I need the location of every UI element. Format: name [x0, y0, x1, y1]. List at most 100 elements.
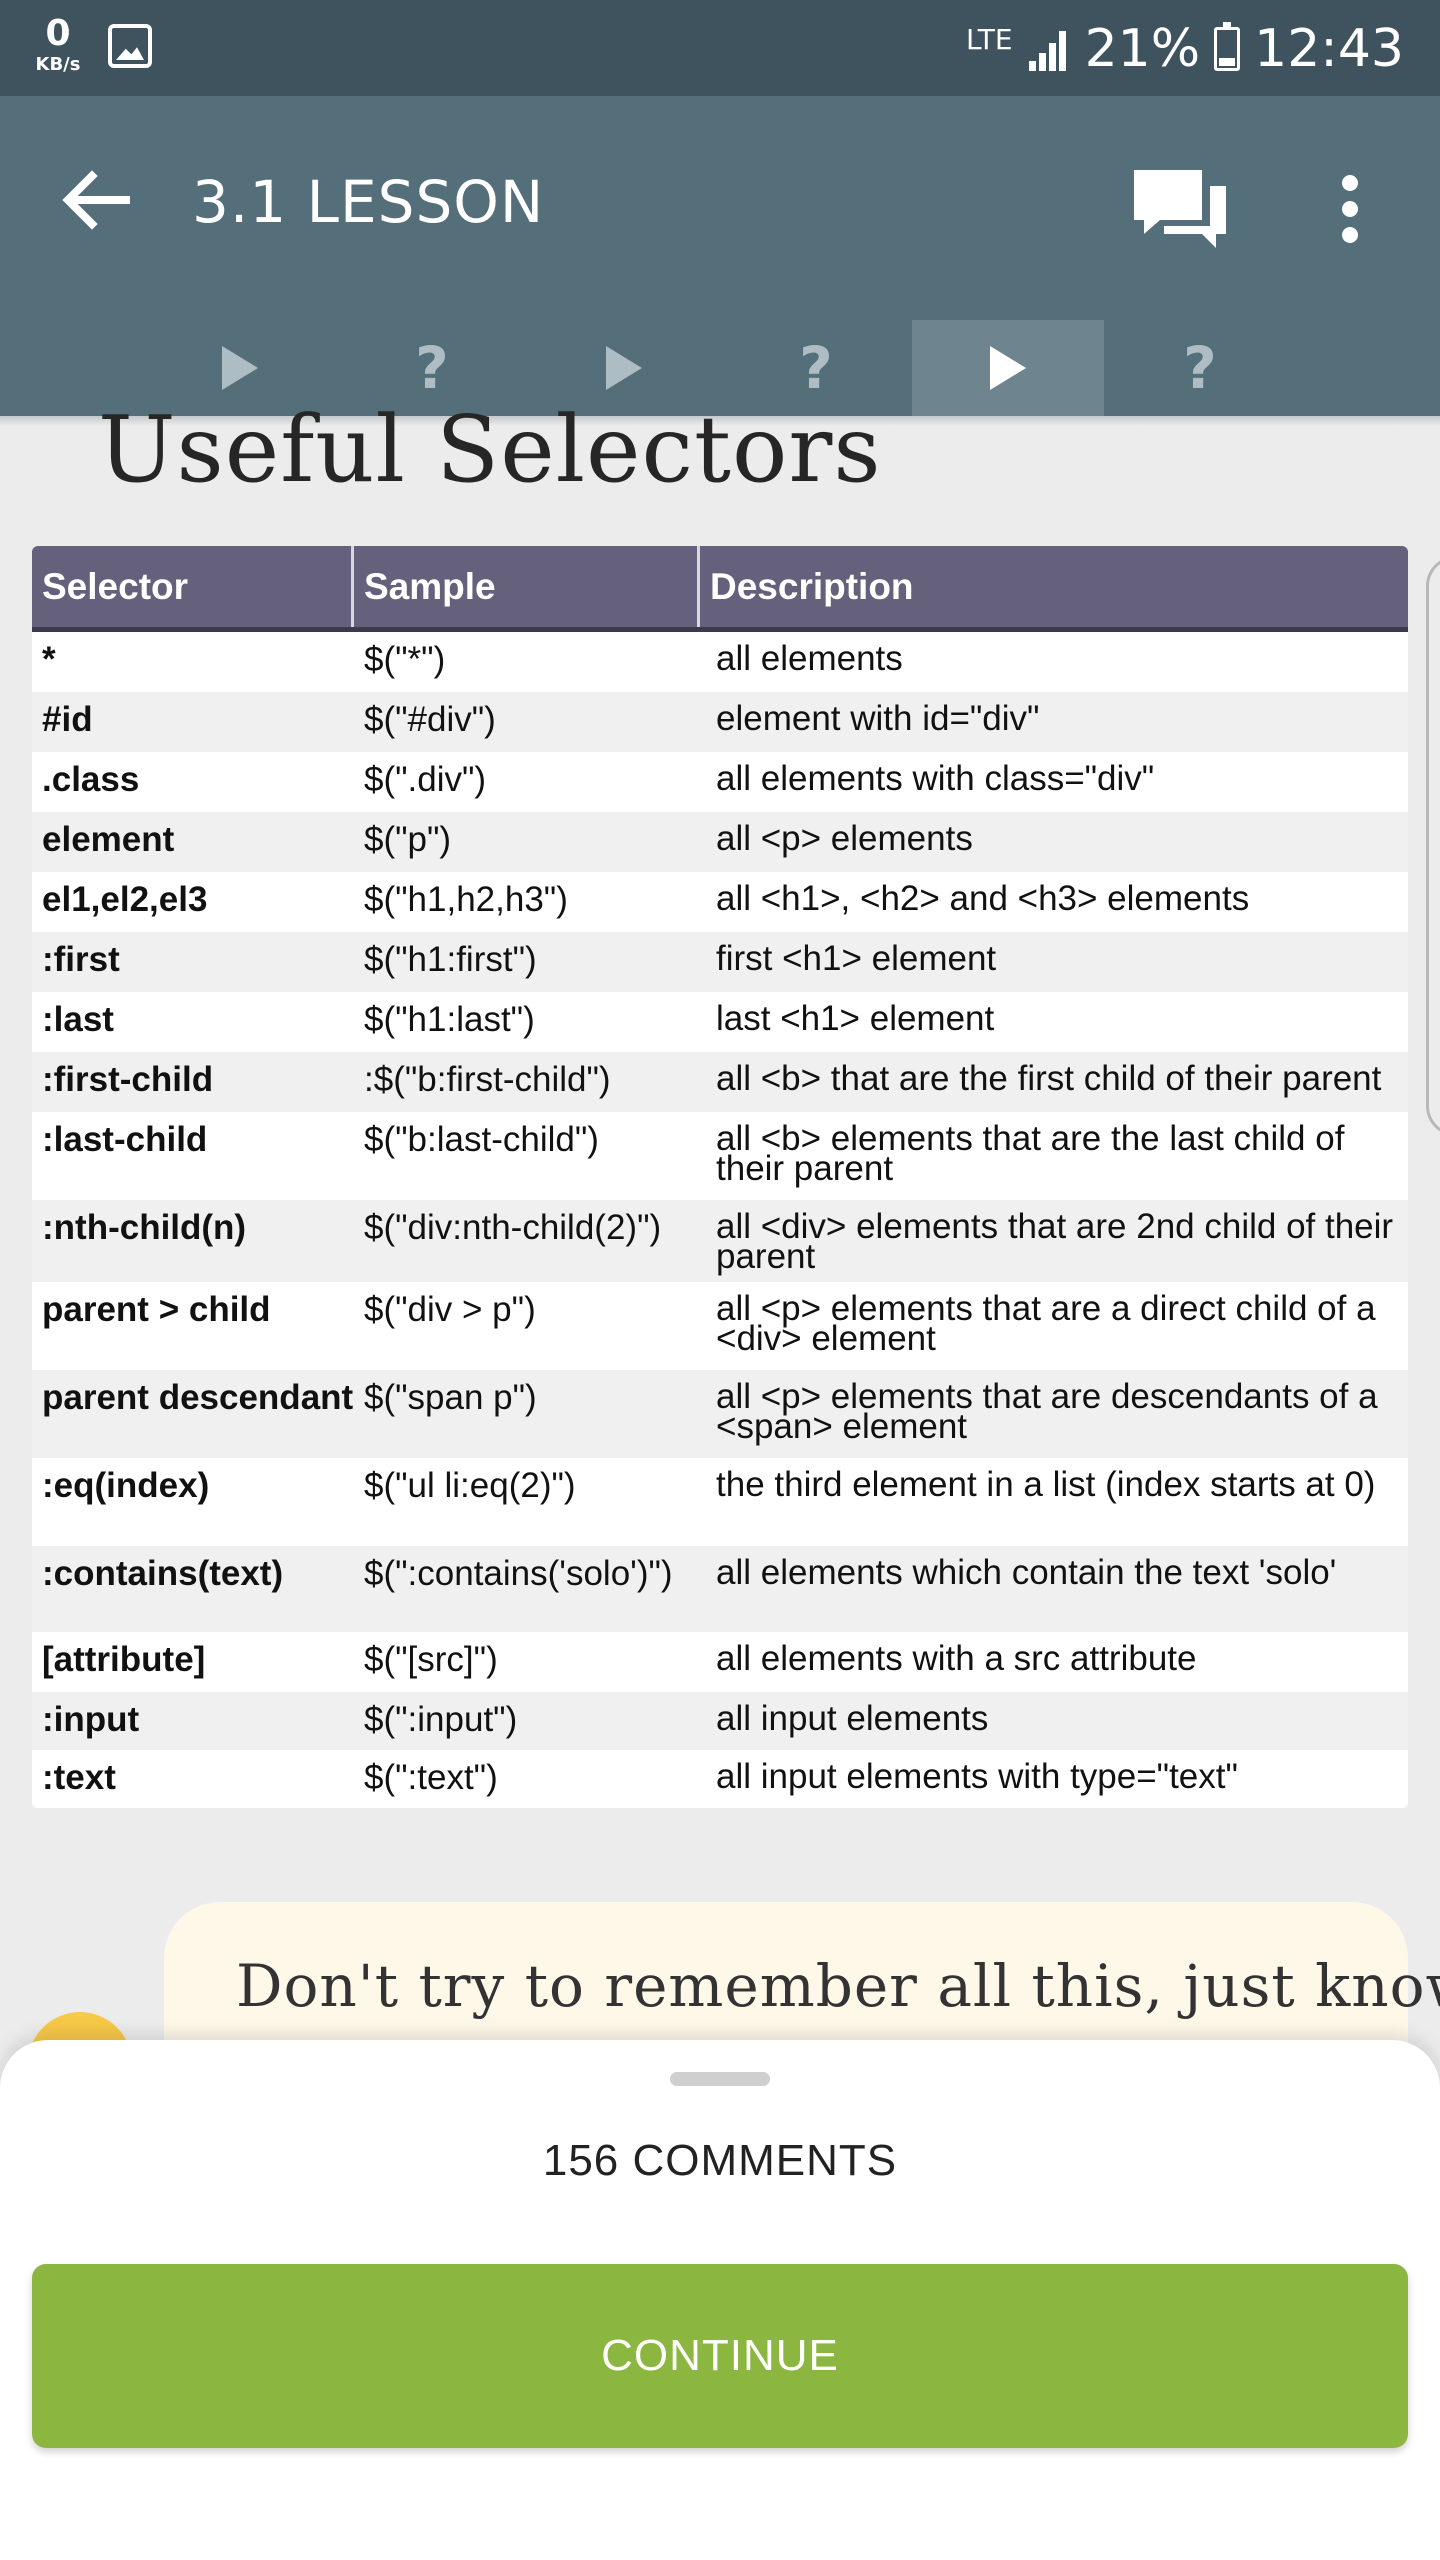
table-row: parent > child $("div > p") all <p> elemen…: [32, 1282, 1408, 1370]
sample-cell: $("div > p"): [364, 1290, 536, 1329]
selector-cell: :nth-child(n): [42, 1208, 247, 1247]
sample-cell: $("h1:last"): [364, 1000, 535, 1039]
table-row: element $("p") all <p> elements: [32, 812, 1408, 872]
table-row: #id $("#div") element with id="div": [32, 692, 1408, 752]
sample-cell: :$("b:first-child"): [364, 1060, 611, 1099]
continue-button[interactable]: CONTINUE: [32, 2264, 1408, 2448]
description-cell: all input elements with type="text": [716, 1757, 1238, 1796]
comments-link[interactable]: 156 COMMENTS: [542, 2136, 898, 2185]
selector-cell: :contains(text): [42, 1554, 284, 1593]
sample-cell: $("[src]"): [364, 1640, 498, 1679]
comments-icon[interactable]: [1130, 164, 1230, 254]
network-speed-value: 0: [45, 13, 71, 54]
description-cell: all <p> elements that are a direct child…: [716, 1289, 1376, 1358]
selector-cell: :eq(index): [42, 1466, 210, 1505]
header-description: Description: [710, 565, 914, 607]
description-cell: first <h1> element: [716, 939, 997, 978]
lesson-title: 3.1 LESSON: [192, 168, 545, 236]
description-cell: all elements with a src attribute: [716, 1639, 1197, 1678]
table-header: Selector Sample Description: [32, 546, 1408, 632]
table-row: :first $("h1:first") first <h1> element: [32, 932, 1408, 992]
description-cell: all <b> that are the first child of thei…: [716, 1059, 1382, 1098]
status-bar: 0 KB/s LTE 21% 12:43: [0, 0, 1440, 96]
sample-cell: $("*"): [364, 640, 446, 679]
question-icon: ?: [1183, 334, 1217, 402]
sample-cell: $("p"): [364, 820, 452, 859]
sample-cell: $(":input"): [364, 1700, 518, 1739]
description-cell: all input elements: [716, 1699, 989, 1738]
description-cell: all <b> elements that are the last child…: [716, 1119, 1345, 1188]
lesson-heading: Useful Selectors: [98, 396, 882, 503]
selector-cell: :first-child: [42, 1060, 214, 1099]
description-cell: all <h1>, <h2> and <h3> elements: [716, 879, 1250, 918]
app-bar-shadow: [0, 416, 1440, 426]
play-icon: [990, 346, 1026, 390]
selector-cell: :last: [42, 1000, 114, 1039]
header-sample: Sample: [354, 546, 700, 627]
sample-cell: $(":contains('solo')"): [364, 1554, 673, 1593]
table-row: [attribute] $("[src]") all elements with a…: [32, 1632, 1408, 1692]
description-cell: all <p> elements: [716, 819, 973, 858]
selector-cell: .class: [42, 760, 140, 799]
header-selector: Selector: [32, 546, 354, 627]
more-vert-icon[interactable]: [1320, 164, 1380, 254]
description-cell: all <div> elements that are 2nd child of…: [716, 1207, 1394, 1276]
description-cell: all elements which contain the text 'sol…: [716, 1553, 1337, 1592]
selector-cell: parent descendant: [42, 1378, 354, 1417]
battery-percent: 21%: [1084, 19, 1201, 79]
sample-cell: $("#div"): [364, 700, 496, 739]
battery-icon: [1214, 22, 1241, 71]
description-cell: the third element in a list (index start…: [716, 1465, 1376, 1504]
sample-cell: $("b:last-child"): [364, 1120, 599, 1159]
step-video-1[interactable]: [144, 320, 336, 416]
play-icon: [606, 346, 642, 390]
table-body: * $("*") all elements #id $("#div") element w…: [32, 632, 1408, 1808]
description-cell: last <h1> element: [716, 999, 995, 1038]
app-bar: 3.1 LESSON: [0, 96, 1440, 320]
lesson-steps: ? ? ?: [0, 320, 1440, 416]
table-row: * $("*") all elements: [32, 632, 1408, 692]
network-speed-indicator: 0 KB/s: [28, 14, 88, 76]
step-quiz-1[interactable]: ?: [336, 320, 528, 416]
selector-cell: *: [42, 640, 56, 679]
description-cell: all <p> elements that are descendants of…: [716, 1377, 1378, 1446]
step-video-2[interactable]: [528, 320, 720, 416]
signal-strength-icon: [1027, 27, 1071, 71]
selector-cell: element: [42, 820, 175, 859]
question-icon: ?: [799, 334, 833, 402]
table-row: parent descendant $("span p") all <p> elem…: [32, 1370, 1408, 1458]
table-row: :last $("h1:last") last <h1> element: [32, 992, 1408, 1052]
selector-cell: #id: [42, 700, 93, 739]
clock: 12:43: [1254, 19, 1404, 79]
play-icon: [222, 346, 258, 390]
selector-cell: el1,el2,el3: [42, 880, 208, 919]
sample-cell: $("h1:first"): [364, 940, 537, 979]
table-row: :eq(index) $("ul li:eq(2)") the third elem…: [32, 1458, 1408, 1546]
description-cell: element with id="div": [716, 699, 1040, 738]
step-video-3[interactable]: [912, 320, 1104, 416]
table-row: :last-child $("b:last-child") all <b> elem…: [32, 1112, 1408, 1200]
gallery-notification-icon: [108, 24, 152, 68]
drag-handle[interactable]: [670, 2072, 770, 2086]
table-row: :input $(":input") all input elements: [32, 1692, 1408, 1750]
table-row: :contains(text) $(":contains('solo')") all…: [32, 1546, 1408, 1632]
tip-text: Don't try to remember all this, just kno…: [236, 1952, 1440, 2020]
selector-cell: :text: [42, 1758, 116, 1797]
sample-cell: $("span p"): [364, 1378, 537, 1417]
selector-cell: :last-child: [42, 1120, 208, 1159]
question-icon: ?: [415, 334, 449, 402]
table-row: .class $(".div") all elements with class="…: [32, 752, 1408, 812]
table-row: :text $(":text") all input elements with t…: [32, 1750, 1408, 1808]
sample-cell: $(":text"): [364, 1758, 498, 1797]
selector-cell: [attribute]: [42, 1640, 206, 1679]
step-quiz-3[interactable]: ?: [1104, 320, 1296, 416]
back-arrow-icon[interactable]: [56, 160, 136, 240]
bottom-sheet: 156 COMMENTS CONTINUE: [0, 2040, 1440, 2560]
description-cell: all elements: [716, 639, 903, 678]
table-row: :nth-child(n) $("div:nth-child(2)") all <d…: [32, 1200, 1408, 1282]
table-row: el1,el2,el3 $("h1,h2,h3") all <h1>, <h2> a…: [32, 872, 1408, 932]
step-quiz-2[interactable]: ?: [720, 320, 912, 416]
sample-cell: $("h1,h2,h3"): [364, 880, 568, 919]
selector-cell: :input: [42, 1700, 140, 1739]
sample-cell: $("ul li:eq(2)"): [364, 1466, 576, 1505]
